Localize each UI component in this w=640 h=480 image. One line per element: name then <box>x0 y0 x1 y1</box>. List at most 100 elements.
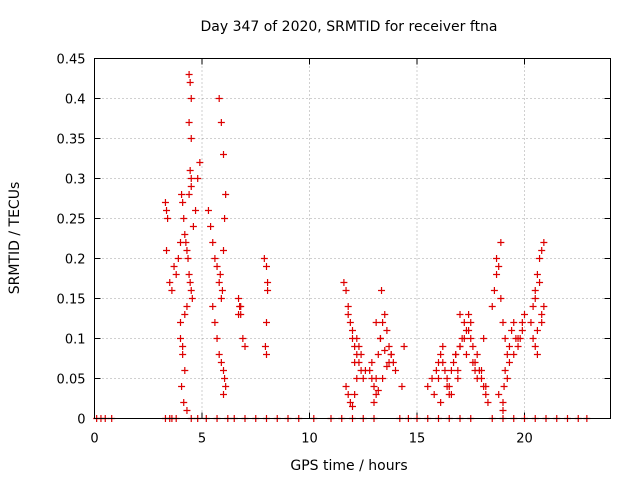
y-tick-label: 0.05 <box>57 373 86 388</box>
data-point <box>342 383 350 390</box>
data-point <box>241 343 249 350</box>
data-point <box>261 343 269 350</box>
x-axis-title: GPS time / hours <box>290 458 407 474</box>
data-point <box>497 239 505 246</box>
data-point <box>222 191 230 198</box>
data-point <box>217 295 225 302</box>
data-point <box>462 351 470 358</box>
data-point <box>349 327 356 334</box>
axis-ticks <box>94 58 611 419</box>
data-point <box>443 383 451 390</box>
data-point <box>213 335 221 342</box>
data-point <box>536 279 544 286</box>
data-point <box>533 271 541 278</box>
data-point <box>465 327 473 334</box>
x-tick-label: 5 <box>198 432 206 447</box>
x-tick-label: 20 <box>516 432 533 447</box>
data-point <box>187 183 195 190</box>
data-point <box>445 391 453 398</box>
data-point <box>209 239 217 246</box>
data-point <box>186 79 194 86</box>
data-point <box>178 383 186 390</box>
data-point <box>188 295 196 302</box>
data-point <box>499 407 507 414</box>
data-point <box>473 351 481 358</box>
data-point <box>437 399 445 406</box>
data-point <box>207 223 215 230</box>
data-point <box>531 295 539 302</box>
data-point <box>495 263 503 270</box>
data-point <box>400 343 408 350</box>
data-point <box>185 71 193 78</box>
data-point <box>215 95 223 102</box>
data-point <box>340 279 348 286</box>
x-tick-label: 0 <box>90 432 98 447</box>
data-point <box>465 311 473 318</box>
data-point <box>179 199 187 206</box>
data-point <box>536 255 544 262</box>
data-point <box>467 319 475 326</box>
y-tick-label: 0.2 <box>65 253 86 268</box>
data-point <box>484 399 492 406</box>
data-point <box>505 343 513 350</box>
data-point <box>493 271 501 278</box>
data-point <box>260 255 268 262</box>
data-point <box>355 343 363 350</box>
y-axis-title: SRMTID / TECUs <box>7 182 23 295</box>
data-point <box>235 295 243 302</box>
x-tick-label: 15 <box>409 432 426 447</box>
data-point <box>187 287 195 294</box>
data-point <box>508 327 516 334</box>
data-point <box>495 391 503 398</box>
data-point <box>220 247 227 254</box>
data-point <box>180 215 188 222</box>
data-point <box>189 223 197 230</box>
data-point <box>518 319 526 326</box>
data-point <box>437 351 445 358</box>
data-point <box>540 303 548 310</box>
data-point <box>424 383 432 390</box>
data-point <box>215 279 223 286</box>
y-tick-label: 0.25 <box>57 213 86 228</box>
data-point <box>174 255 182 262</box>
data-point <box>460 335 468 342</box>
data-point <box>381 311 389 318</box>
data-point <box>263 351 270 358</box>
data-point <box>482 391 490 398</box>
data-point <box>540 239 548 246</box>
data-point <box>482 383 490 390</box>
data-point <box>264 287 272 294</box>
data-point <box>514 335 522 342</box>
data-point <box>503 351 511 358</box>
data-point <box>376 335 384 342</box>
data-point <box>186 279 194 286</box>
data-point <box>221 215 229 222</box>
data-point <box>170 263 178 270</box>
data-point <box>531 343 539 350</box>
data-point <box>237 303 245 310</box>
data-point <box>497 295 505 302</box>
y-tick-label: 0.35 <box>57 133 86 148</box>
data-point <box>503 375 511 382</box>
y-tick-label: 0.4 <box>65 93 86 108</box>
plot-frame <box>94 58 611 419</box>
data-point <box>514 343 522 350</box>
data-point <box>374 387 382 394</box>
data-point <box>501 367 509 374</box>
data-point <box>533 327 541 334</box>
data-point <box>374 351 382 358</box>
data-point <box>493 255 501 262</box>
data-point <box>368 359 376 366</box>
data-point <box>218 287 226 294</box>
data-point <box>166 279 174 286</box>
data-point <box>357 351 365 358</box>
data-point <box>187 175 195 182</box>
data-point <box>177 335 184 342</box>
data-point <box>454 367 462 374</box>
data-point <box>378 287 386 294</box>
data-point <box>499 399 507 406</box>
data-point <box>473 375 481 382</box>
data-point <box>349 403 356 410</box>
data-point <box>439 359 447 366</box>
